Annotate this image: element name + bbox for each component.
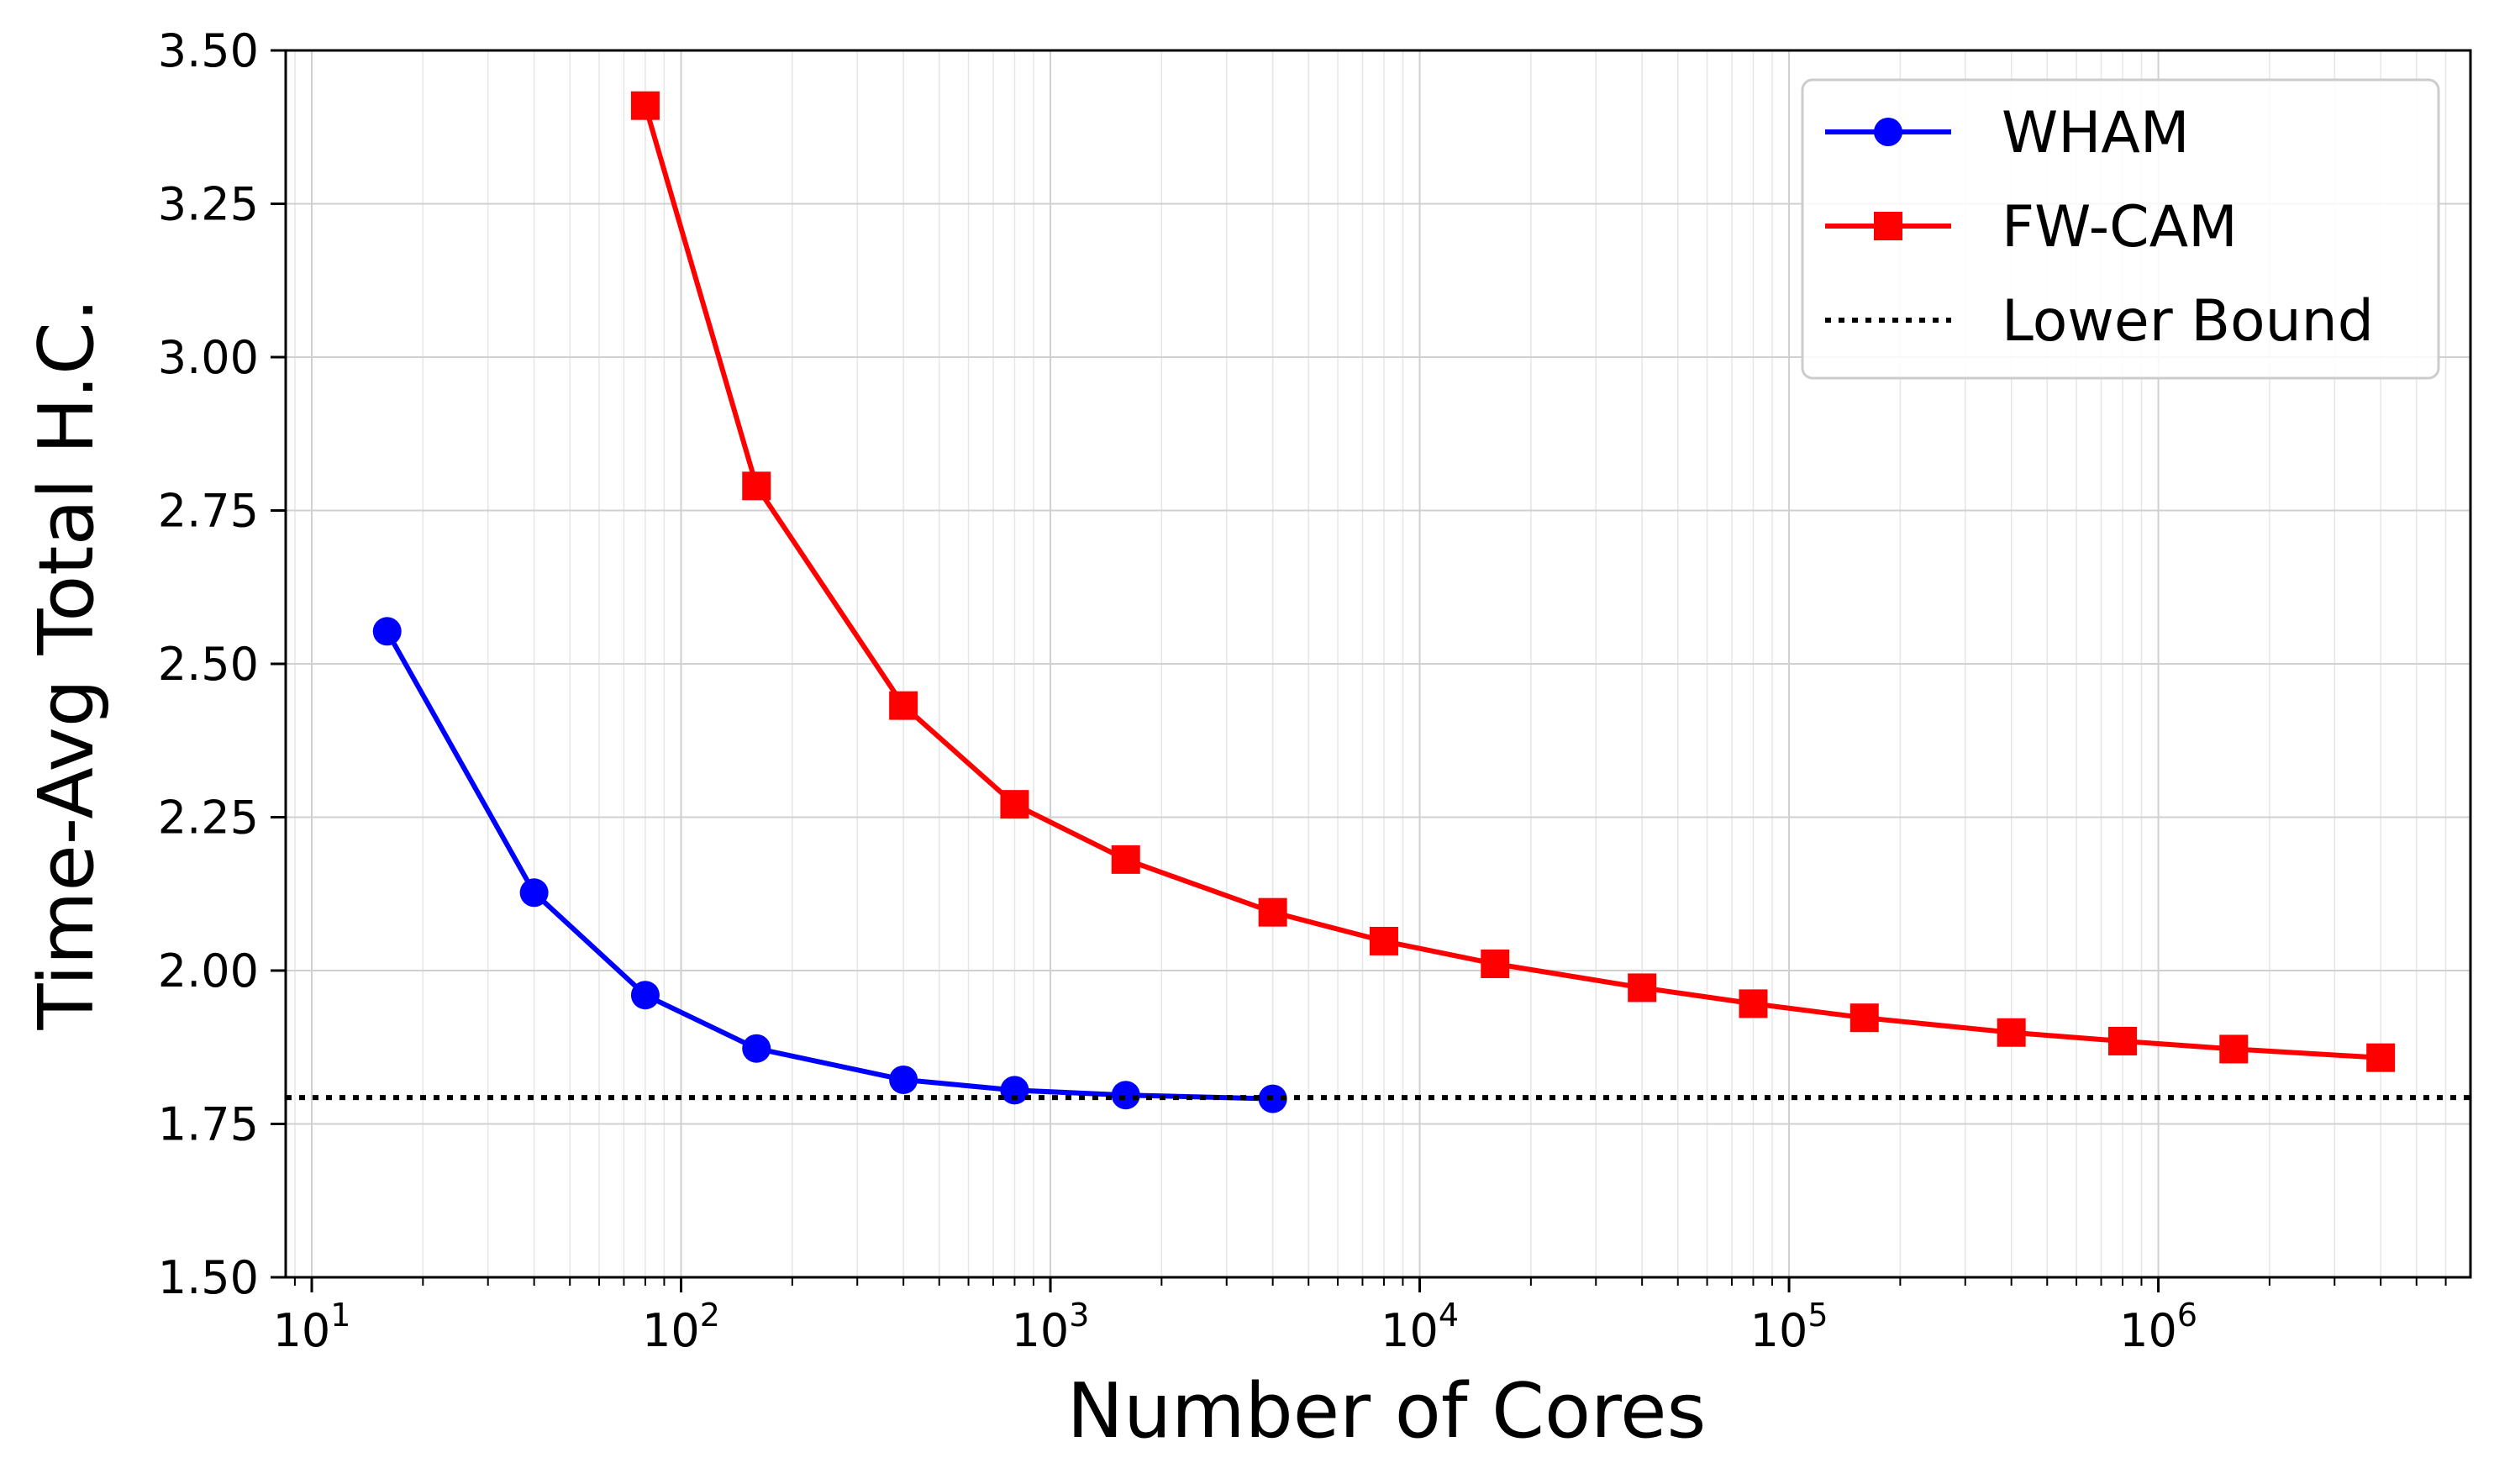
fw-cam-point — [889, 691, 918, 720]
legend-marker-fw-cam — [1874, 212, 1902, 240]
fw-cam-point — [1628, 973, 1657, 1002]
y-tick-label: 1.50 — [158, 1251, 259, 1304]
fw-cam-point — [1849, 1003, 1879, 1033]
fw-cam-point — [1997, 1018, 2026, 1047]
x-axis-title: Number of Cores — [1067, 1367, 1707, 1455]
y-tick-label: 1.75 — [158, 1098, 259, 1151]
legend-label-lower-bound: Lower Bound — [2002, 288, 2374, 355]
wham-point — [1000, 1076, 1029, 1105]
axis-ticks — [271, 49, 2447, 1292]
wham-point — [519, 878, 549, 908]
fw-cam-point — [742, 471, 771, 501]
legend-label-fw-cam: FW-CAM — [2002, 194, 2238, 260]
y-tick-label: 3.25 — [158, 178, 259, 231]
legend-item-fw-cam: FW-CAM — [1825, 194, 2238, 260]
y-axis-title: Time-Avg Total H.C. — [23, 298, 111, 1031]
y-tick-label: 3.00 — [158, 331, 259, 384]
y-tick-label: 2.75 — [158, 485, 259, 538]
fw-cam-point — [1111, 845, 1140, 874]
fw-cam-point — [1481, 949, 1510, 978]
wham-point — [742, 1034, 771, 1063]
fw-cam-point — [2366, 1043, 2396, 1072]
x-tick-label: 106 — [2119, 1297, 2197, 1357]
fw-cam-point — [1258, 897, 1287, 927]
wham-point — [630, 981, 660, 1010]
x-tick-label: 101 — [273, 1297, 351, 1357]
x-tick-label: 104 — [1381, 1297, 1459, 1357]
fw-cam-point — [630, 91, 660, 120]
series-layer — [286, 91, 2470, 1113]
legend-label-wham: WHAM — [2002, 100, 2190, 166]
x-tick-label: 102 — [642, 1297, 720, 1357]
fw-cam-point — [2219, 1034, 2249, 1064]
wham-point — [372, 617, 402, 646]
fw-cam-point — [1369, 926, 1398, 955]
legend: WHAM FW-CAM Lower Bound — [1801, 78, 2440, 380]
fw-cam-point — [1000, 790, 1029, 819]
y-tick-label: 2.50 — [158, 638, 259, 691]
legend-item-wham: WHAM — [1825, 100, 2190, 166]
fw-cam-point — [2107, 1026, 2137, 1055]
x-tick-label: 103 — [1012, 1297, 1090, 1357]
wham-point — [889, 1065, 918, 1094]
wham-point — [1111, 1081, 1140, 1110]
y-tick-label: 2.25 — [158, 792, 259, 845]
tick-labels: 101 102 103 104 105 106 1.50 1.75 2.00 2.25 2.50 2.… — [158, 24, 2197, 1357]
legend-box — [1801, 78, 2440, 380]
y-tick-label: 2.00 — [158, 945, 259, 997]
wham-line — [385, 629, 1273, 1102]
x-tick-label: 105 — [1750, 1297, 1828, 1357]
legend-item-lower-bound: Lower Bound — [1825, 288, 2374, 355]
legend-marker-wham — [1874, 118, 1902, 146]
y-tick-label: 3.50 — [158, 24, 259, 77]
fw-cam-point — [1739, 989, 1768, 1018]
